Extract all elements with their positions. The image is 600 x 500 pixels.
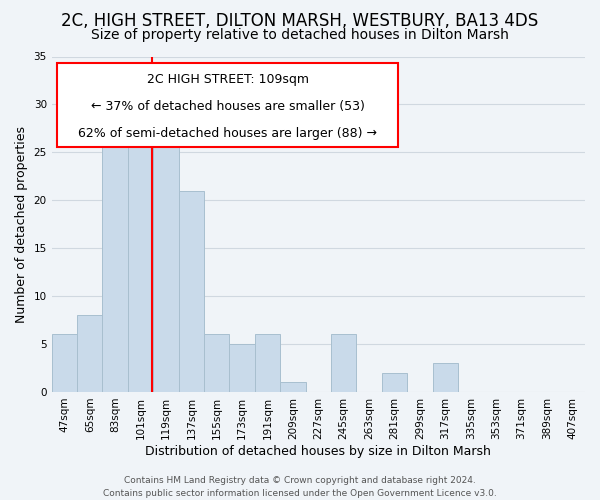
Bar	[77, 316, 103, 392]
Text: Size of property relative to detached houses in Dilton Marsh: Size of property relative to detached ho…	[91, 28, 509, 42]
Bar	[103, 133, 128, 392]
Text: ← 37% of detached houses are smaller (53): ← 37% of detached houses are smaller (53…	[91, 100, 365, 113]
Bar	[280, 382, 305, 392]
Text: 2C HIGH STREET: 109sqm: 2C HIGH STREET: 109sqm	[146, 74, 308, 86]
Bar	[255, 334, 280, 392]
Bar	[229, 344, 255, 392]
Bar	[433, 363, 458, 392]
FancyBboxPatch shape	[57, 63, 398, 147]
Bar	[128, 143, 153, 392]
Y-axis label: Number of detached properties: Number of detached properties	[15, 126, 28, 322]
Bar	[331, 334, 356, 392]
Bar	[382, 373, 407, 392]
Bar	[204, 334, 229, 392]
Text: Contains HM Land Registry data © Crown copyright and database right 2024.
Contai: Contains HM Land Registry data © Crown c…	[103, 476, 497, 498]
X-axis label: Distribution of detached houses by size in Dilton Marsh: Distribution of detached houses by size …	[145, 444, 491, 458]
Bar	[52, 334, 77, 392]
Bar	[153, 143, 179, 392]
Text: 2C, HIGH STREET, DILTON MARSH, WESTBURY, BA13 4DS: 2C, HIGH STREET, DILTON MARSH, WESTBURY,…	[61, 12, 539, 30]
Text: 62% of semi-detached houses are larger (88) →: 62% of semi-detached houses are larger (…	[78, 127, 377, 140]
Bar	[179, 190, 204, 392]
